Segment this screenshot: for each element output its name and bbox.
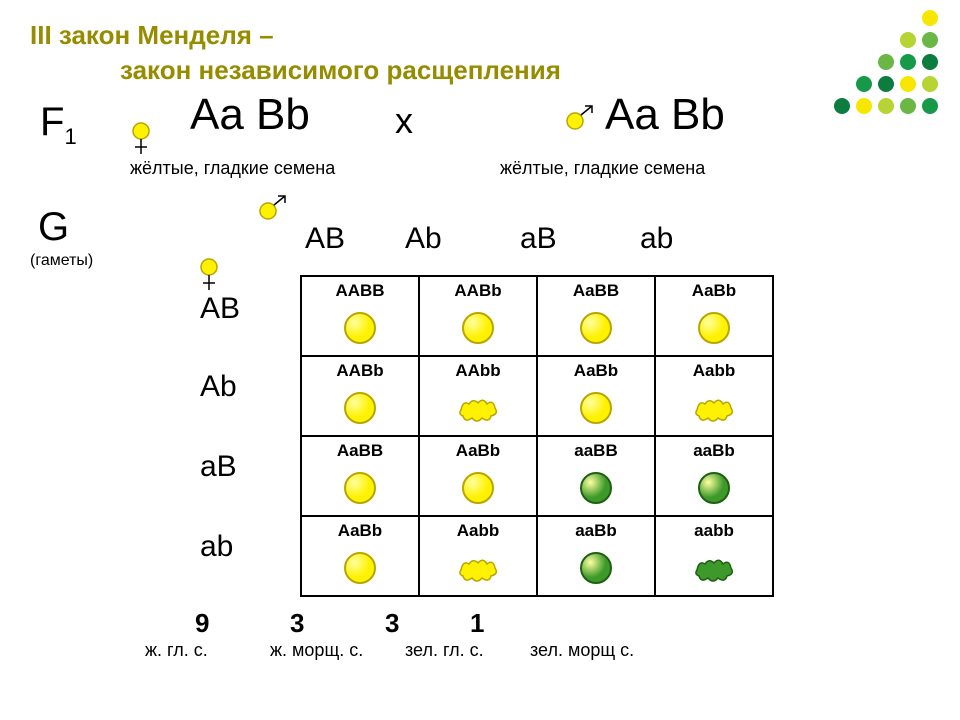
gamete-col-1: Ab <box>405 222 442 256</box>
ratio-num-0: 9 <box>195 608 209 639</box>
seed-yellow-smooth-icon <box>344 472 376 509</box>
gametes-label: G <box>38 205 69 250</box>
parent-male-phenotype: жёлтые, гладкие семена <box>500 158 705 179</box>
gametes-sublabel: (гаметы) <box>30 252 93 270</box>
punnett-square: AABB AABb AaBB AaBb AABb AAbb AaBb <box>300 275 774 597</box>
genotype-label: AABb <box>303 361 417 381</box>
seed-yellow-smooth-icon <box>344 392 376 429</box>
seed-yellow-smooth-icon <box>344 312 376 349</box>
punnett-cell-2-3: aaBb <box>655 436 773 516</box>
seed-yellow-smooth-icon <box>580 392 612 429</box>
genotype-label: AaBb <box>421 441 535 461</box>
genotype-label: AaBB <box>539 281 653 301</box>
ratio-num-3: 1 <box>470 608 484 639</box>
seed-green-smooth-icon <box>580 472 612 509</box>
punnett-cell-2-1: AaBb <box>419 436 537 516</box>
seed-green-wrinkle-icon <box>693 556 735 589</box>
genotype-label: AaBb <box>303 521 417 541</box>
genotype-label: aaBB <box>539 441 653 461</box>
punnett-cell-3-1: Aabb <box>419 516 537 596</box>
punnett-cell-2-0: AaBB <box>301 436 419 516</box>
male-symbol-icon <box>258 195 280 217</box>
seed-yellow-smooth-icon <box>462 472 494 509</box>
ratio-num-2: 3 <box>385 608 399 639</box>
title-line2: закон независимого расщепления <box>120 55 561 86</box>
genotype-label: AaBB <box>303 441 417 461</box>
ratio-num-1: 3 <box>290 608 304 639</box>
genotype-label: AAbb <box>421 361 535 381</box>
f1-sub: 1 <box>64 124 76 149</box>
seed-yellow-wrinkle-icon <box>693 396 735 429</box>
punnett-cell-1-3: Aabb <box>655 356 773 436</box>
female-symbol-icon <box>198 258 220 280</box>
parent-female-phenotype: жёлтые, гладкие семена <box>130 158 335 179</box>
gamete-col-3: ab <box>640 222 673 256</box>
ratio-label-1: ж. морщ. с. <box>270 640 363 661</box>
gamete-row-2: aB <box>200 450 237 484</box>
seed-green-smooth-icon <box>580 552 612 589</box>
ratio-label-3: зел. морщ с. <box>530 640 634 661</box>
generation-f1-label: F1 <box>40 100 77 150</box>
seed-green-smooth-icon <box>698 472 730 509</box>
punnett-cell-3-0: AaBb <box>301 516 419 596</box>
seed-yellow-smooth-icon <box>698 312 730 349</box>
title-line1: III закон Менделя – <box>30 20 274 51</box>
punnett-cell-1-2: AaBb <box>537 356 655 436</box>
seed-yellow-smooth-icon <box>462 312 494 349</box>
punnett-cell-0-1: AABb <box>419 276 537 356</box>
punnett-cell-0-0: AABB <box>301 276 419 356</box>
punnett-cell-3-3: aabb <box>655 516 773 596</box>
ratio-label-0: ж. гл. с. <box>145 640 208 661</box>
gamete-row-3: ab <box>200 530 233 564</box>
gamete-row-0: AB <box>200 292 240 326</box>
genotype-label: AABb <box>421 281 535 301</box>
gamete-col-2: aB <box>520 222 557 256</box>
female-symbol-icon <box>130 122 152 144</box>
seed-yellow-wrinkle-icon <box>457 396 499 429</box>
genotype-label: Aabb <box>421 521 535 541</box>
punnett-cell-1-0: AABb <box>301 356 419 436</box>
genotype-label: AaBb <box>657 281 771 301</box>
punnett-cell-0-2: AaBB <box>537 276 655 356</box>
parent-female-genotype: Aa Bb <box>190 90 310 140</box>
punnett-cell-3-2: aaBb <box>537 516 655 596</box>
seed-yellow-smooth-icon <box>580 312 612 349</box>
genotype-label: aaBb <box>657 441 771 461</box>
cross-symbol: x <box>395 100 413 142</box>
genotype-label: aaBb <box>539 521 653 541</box>
genotype-label: AABB <box>303 281 417 301</box>
genotype-label: AaBb <box>539 361 653 381</box>
punnett-cell-1-1: AAbb <box>419 356 537 436</box>
seed-yellow-wrinkle-icon <box>457 556 499 589</box>
punnett-cell-0-3: AaBb <box>655 276 773 356</box>
gamete-col-0: AB <box>305 222 345 256</box>
gamete-row-1: Ab <box>200 370 237 404</box>
ratio-label-2: зел. гл. с. <box>405 640 484 661</box>
genotype-label: aabb <box>657 521 771 541</box>
male-symbol-icon <box>565 105 587 127</box>
f1-letter: F <box>40 100 64 144</box>
decorative-dots <box>822 10 942 130</box>
punnett-cell-2-2: aaBB <box>537 436 655 516</box>
genotype-label: Aabb <box>657 361 771 381</box>
seed-yellow-smooth-icon <box>344 552 376 589</box>
parent-male-genotype: Aa Bb <box>605 90 725 140</box>
